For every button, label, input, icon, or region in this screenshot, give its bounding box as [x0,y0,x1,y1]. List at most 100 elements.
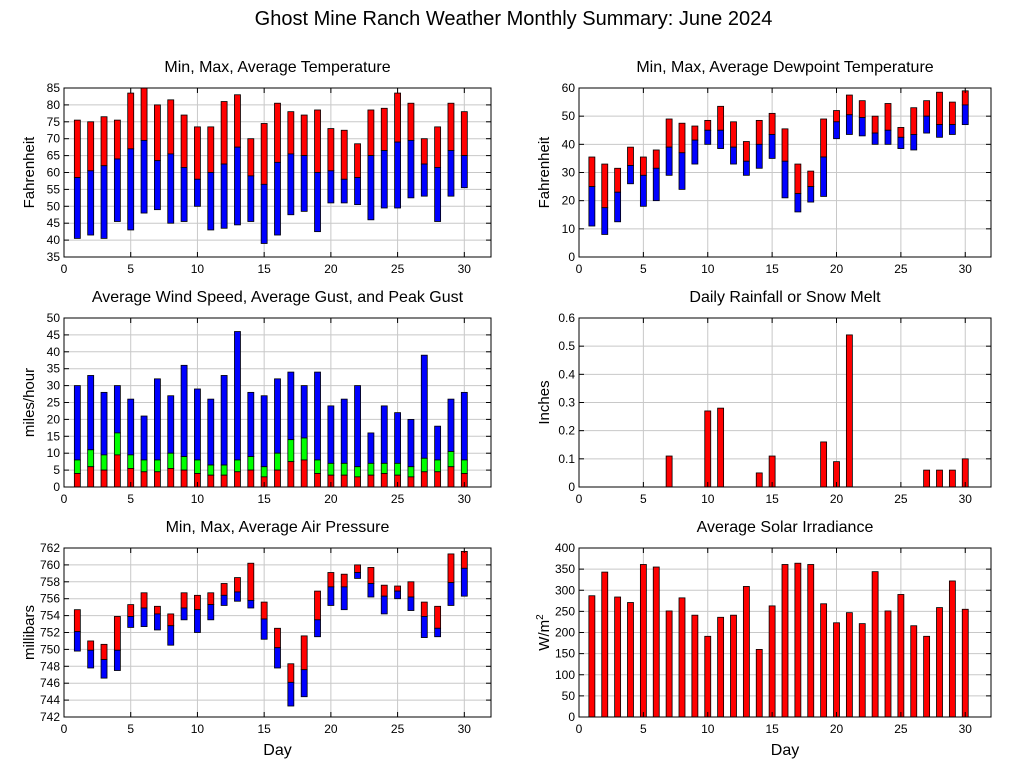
wind-bar-peak-gust [73,385,81,461]
dewpoint-bar-min [897,136,905,149]
temperature-bar-min [167,153,175,224]
dewpoint-bar-min [639,174,647,207]
tick-label-y: 55 [47,182,61,196]
solar-bar [755,649,763,718]
wind-bar-avg-speed [247,469,255,488]
pressure-bar-min [354,572,361,579]
page-title: Ghost Mine Ranch Weather Monthly Summary… [254,8,773,30]
pressure-bar-max [460,550,468,569]
tick-label-x: 10 [191,722,205,736]
tick-label-y: 748 [40,659,60,673]
pressure-bar-min [447,582,455,606]
pressure-bar-max [220,583,228,596]
dewpoint-bar-min [858,117,866,137]
wind-bar-avg-speed [314,473,321,488]
pressure-bar-min [327,586,335,606]
temperature-bar-max [460,111,468,157]
temperature-bar-min [394,141,401,209]
tick-label-y: 70 [47,132,61,146]
wind-bar-peak-gust [260,395,268,468]
wind-bar-avg-gust [247,456,255,471]
wind-bar-avg-gust [194,459,201,474]
wind-bar-peak-gust [420,354,428,459]
temperature-bar-min [300,155,308,212]
solar-bar [627,602,634,718]
wind-bar-avg-speed [100,469,108,488]
rainfall-bar [845,334,853,488]
rainfall-ylabel: Inches [536,380,553,424]
pressure-bar-max [380,584,388,597]
wind-bar-avg-speed [287,461,295,488]
wind-bar-avg-gust [300,437,308,461]
dewpoint-bar-max [652,149,660,169]
dewpoint-bar-min [614,191,622,223]
wind-bar-avg-speed [447,466,455,488]
wind-bar-avg-gust [287,439,295,463]
pressure-title: Min, Max, Average Air Pressure [166,519,390,536]
solar-bar [704,635,712,718]
pressure-bar-min [394,590,401,600]
tick-label-x: 5 [640,722,647,736]
tick-label-x: 0 [61,262,68,276]
temperature-bar-min [100,165,108,239]
tick-label-y: 746 [40,676,60,690]
pressure-bar-min [420,616,428,638]
temperature-bar-min [220,163,228,229]
tick-label-x: 30 [458,262,472,276]
pressure-bar-min [140,607,148,627]
pressure-bar-max [274,627,281,649]
tick-label-y: 30 [47,379,61,393]
solar-bar [833,622,840,718]
solar-bar [614,596,622,718]
tick-label-y: 85 [47,81,61,95]
tick-label-x: 25 [391,722,405,736]
tick-label-y: 40 [47,345,61,359]
temperature-bar-max [394,92,401,143]
dewpoint-bar-max [807,170,815,187]
dewpoint-bar-min [627,165,634,185]
dewpoint-bar-min [910,134,918,151]
tick-label-x: 5 [640,262,647,276]
pressure-bar-min [260,618,268,640]
pressure-bar-max [327,572,335,588]
temperature-bar-max [154,104,161,162]
tick-label-x: 15 [257,492,271,506]
tick-label-y: 744 [40,693,60,707]
wind-ylabel: miles/hour [21,368,38,437]
wind-title: Average Wind Speed, Average Gust, and Pe… [92,289,464,306]
tick-label-y: 0.1 [558,452,575,466]
solar-bar [807,564,815,718]
wind-bar-peak-gust [327,405,335,464]
tick-label-y: 754 [40,609,60,623]
solar-bar [897,594,905,718]
temperature-bar-min [180,167,188,222]
pressure-bar-max [154,605,161,615]
tick-label-y: 50 [562,689,576,703]
tick-label-y: 752 [40,626,60,640]
tick-label-y: 10 [47,446,61,460]
pressure-bar-max [394,585,401,592]
wind-bar-avg-gust [354,466,361,478]
tick-label-y: 40 [47,233,61,247]
dewpoint-bar-max [717,105,725,131]
wind-bar-peak-gust [167,395,175,454]
dewpoint-bar-max [730,121,737,148]
wind-bar-peak-gust [140,415,148,461]
temperature-bar-max [434,126,442,168]
rainfall-bar [923,469,931,488]
tick-label-y: 50 [562,109,576,123]
tick-label-y: 742 [40,710,60,724]
temperature-bar-max [100,116,108,167]
wind-bar-peak-gust [447,398,455,452]
wind-bar-avg-gust [420,457,428,473]
wind-bar-peak-gust [180,364,188,457]
wind-bar-avg-gust [260,466,268,478]
wind-bar-avg-gust [207,464,215,476]
wind-bar-avg-speed [87,466,95,488]
pressure-bar-max [247,562,255,601]
pressure-bar-max [140,592,148,609]
dewpoint-bar-min [833,121,840,140]
temperature-bar-min [194,178,201,207]
rainfall-bar [820,441,828,488]
temperature-bar-max [327,128,335,172]
